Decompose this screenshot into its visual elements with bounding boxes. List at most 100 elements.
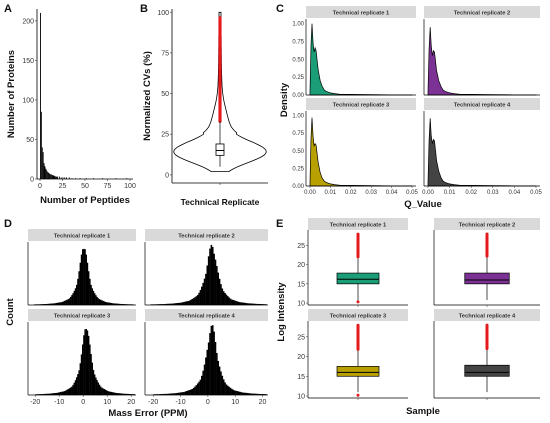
panel-d-bar [209,333,211,395]
panel-d-bar [115,303,117,305]
panel-d-bar [244,392,247,395]
panel-d-bar [82,249,84,305]
panel-d-bar [202,282,204,305]
panel-a-bar [64,177,66,179]
panel-d-bar [191,299,194,305]
panel-d-bar [70,387,72,395]
panel-a-bar [40,111,42,179]
panel-d-strip [28,309,136,321]
panel-a-x-tick-label: 0 [38,183,42,190]
panel-d-bar [54,303,56,305]
panel-d-bar [162,393,165,395]
panel-c-y-tick-label: 1.00 [292,22,304,28]
panel-d-bar [205,273,207,305]
panel-d-bar [118,303,120,305]
panel-d-bar [216,352,218,395]
panel-d-x-tick-label: 20 [259,399,267,406]
panel-d-bar [247,303,250,305]
panel-d-bar [35,394,37,395]
panel-d-bar [263,304,266,305]
panel-a-bar [43,163,45,179]
panel-d-bar [176,303,178,305]
panel-d-bar [161,304,163,305]
panel-d-bar [62,391,65,395]
panel-d-bar [221,375,224,395]
panel-d-bar [228,297,230,305]
panel-c-y-tick-label: 0.00 [292,93,304,99]
panel-d-bar [237,301,240,305]
panel-d-bar [170,303,173,305]
panel-d-bar [61,391,63,395]
panel-d-bar [91,288,93,305]
panel-e-y-tick-label: 20 [297,262,305,269]
panel-d-bar [195,385,198,395]
panel-d-bar [92,290,95,305]
panel-d-bar [192,387,195,395]
panel-c-x-tick-label: 0.02 [465,190,477,196]
panel-d-bar [109,302,111,305]
panel-d-bar [186,391,188,395]
panel-e-strip-label: Technical replicate 4 [459,313,516,319]
panel-d-bar [92,369,95,395]
panel-c-x-tick-label: 0.03 [365,190,377,196]
panel-d-bar [94,374,96,395]
panel-d-bar [179,302,181,305]
panel-d-bar [196,383,199,395]
panel-d-bar [196,295,199,305]
panel-a-bar [46,170,48,179]
panel-d-x-tick-label: -20 [148,399,158,406]
panel-d-bar [176,392,178,395]
panel-d-strip-label: Technical replicate 3 [54,313,111,319]
panel-d-bar [173,393,176,395]
panel-d-bar [100,386,102,395]
panel-d-bar [252,303,255,305]
panel-e-outlier [485,232,489,236]
panel-a-bar [49,174,51,179]
panel-d-bar [121,304,123,305]
panel-d-bar [164,393,166,395]
panel-e-y-label: Log Intensity [276,282,287,342]
panel-d-bar [192,298,195,305]
panel-d-bar [207,256,210,305]
panel-d-bar [130,394,132,395]
panel-d-bar [263,394,266,395]
panel-d-bar [66,299,68,305]
panel-d-bar [217,360,219,395]
panel-d-bar [228,386,230,395]
panel-d-bar [231,388,233,395]
panel-a-bar [54,175,56,179]
panel-d-bar [85,328,87,395]
panel-d-bar [186,301,188,305]
panel-d-x-tick-label: 20 [127,399,135,406]
panel-d-bar [83,248,85,305]
panel-d-bar [261,394,263,395]
panel-d-bar [158,304,161,305]
panel-e-strip-label: Technical replicate 1 [330,222,387,228]
panel-d-bar [184,301,187,305]
panel-d-bar [257,303,259,305]
panel-a-y-tick-label: 50 [26,137,34,144]
panel-d-bar [199,379,202,395]
panel-d-bar [237,391,240,395]
panel-a-x-tick-label: 100 [124,183,136,190]
panel-e-strip [434,218,540,230]
panel-d-bar [73,382,75,395]
panel-d-bar [98,384,101,395]
panel-d-bar [76,377,78,395]
panel-d-bar [183,391,185,395]
panel-c-x-tick-label: 0.01 [325,190,337,196]
panel-d-bar [214,341,217,395]
panel-a-bar [51,175,53,179]
panel-d-bar [72,293,74,305]
panel-d-bar [177,302,180,305]
panel-d-bar [98,299,101,305]
panel-d-y-label: Count [5,297,16,325]
panel-d-bar [255,303,258,305]
panel-c-y-tick-label: 0.50 [292,57,304,63]
panel-d-bar [40,304,42,305]
panel-a-bar [49,173,50,179]
panel-d-bar [236,301,239,305]
panel-c-density-area [309,23,413,96]
panel-e-strip [308,309,408,321]
panel-d-bar [233,300,236,305]
